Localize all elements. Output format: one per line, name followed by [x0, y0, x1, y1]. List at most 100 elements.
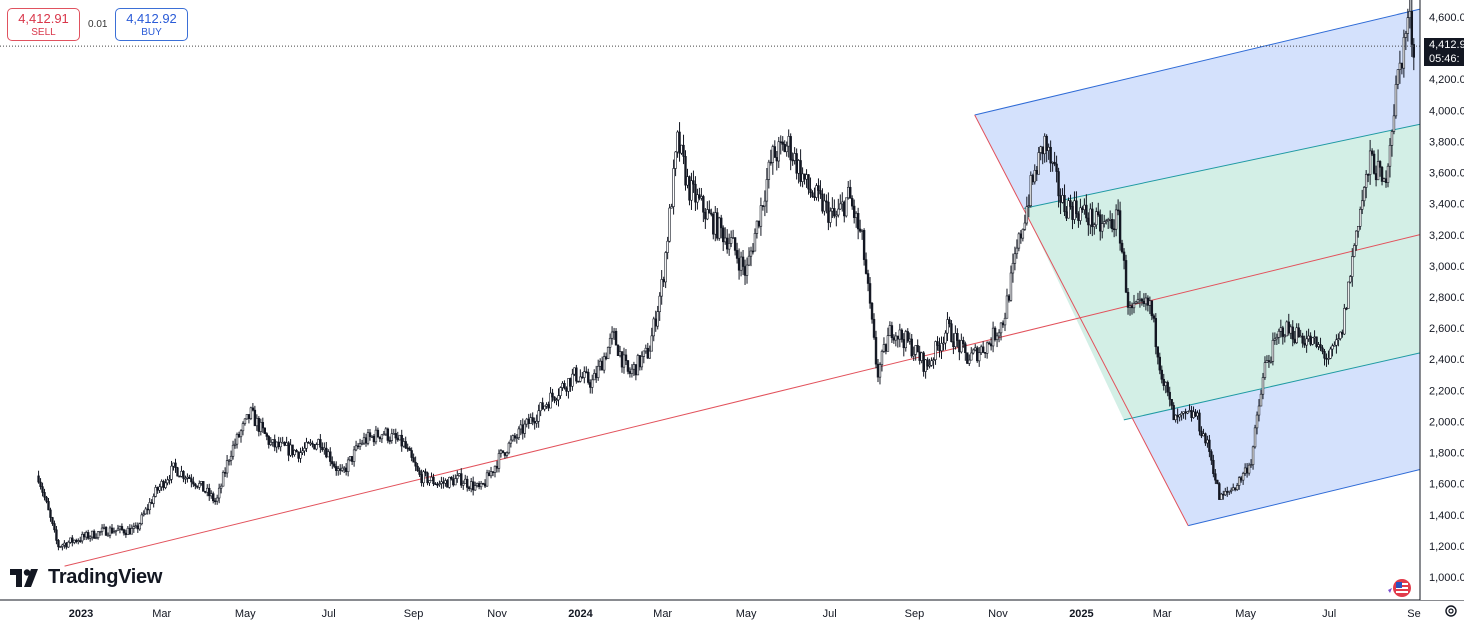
candle — [1224, 487, 1227, 496]
candle — [1228, 490, 1231, 496]
time-axis-label: Nov — [988, 608, 1008, 620]
gear-icon[interactable] — [1444, 604, 1458, 618]
trend-line[interactable] — [64, 234, 1420, 567]
candle — [779, 135, 782, 155]
candle — [698, 187, 701, 201]
candle — [803, 173, 806, 185]
candle — [136, 522, 139, 533]
buy-label: BUY — [141, 27, 162, 38]
time-axis[interactable]: 2023 Mar May Jul Sep Nov 2024 Mar May Jul Sep Nov 20… — [0, 599, 1464, 620]
candle — [765, 168, 769, 213]
candle — [436, 481, 439, 488]
candle — [646, 342, 649, 359]
candle — [817, 178, 820, 202]
tradingview-logo[interactable]: TradingView — [10, 566, 162, 589]
candle — [731, 229, 735, 239]
candle — [106, 532, 110, 537]
candle — [1406, 8, 1410, 42]
candle — [723, 227, 727, 245]
candle — [747, 247, 751, 267]
candle — [426, 471, 429, 486]
candle — [1093, 222, 1096, 235]
candle — [666, 236, 669, 260]
candle — [515, 434, 519, 444]
time-axis-label: May — [235, 608, 256, 620]
candle — [670, 203, 673, 209]
candle — [932, 357, 935, 369]
price-axis-label: 4,000.0 — [1429, 105, 1464, 117]
candle — [1005, 288, 1009, 319]
candle — [686, 168, 689, 189]
flag-icon[interactable] — [1384, 576, 1420, 600]
candle — [783, 140, 786, 153]
candle — [394, 428, 397, 444]
price-axis[interactable]: 4,600.0 4,200.0 4,000.0 3,800.0 3,600.0 3,400… — [1419, 0, 1464, 600]
candle — [769, 149, 773, 166]
candle — [706, 201, 709, 221]
candle — [573, 367, 576, 377]
candle — [376, 427, 380, 438]
candle — [1285, 320, 1288, 337]
candle — [116, 524, 120, 531]
candle — [1351, 248, 1354, 287]
candle — [501, 450, 505, 454]
candle — [1186, 411, 1189, 415]
candle — [152, 493, 155, 508]
candle — [886, 327, 890, 352]
candle — [204, 490, 207, 494]
candle — [964, 341, 967, 361]
pitchfork-drawing[interactable] — [974, 8, 1420, 527]
candle — [424, 468, 427, 477]
candle — [1230, 487, 1233, 494]
candle — [561, 381, 564, 391]
candle — [813, 187, 816, 201]
candle — [1345, 306, 1348, 311]
trend-line-segment — [64, 234, 1420, 567]
candle — [598, 358, 602, 371]
candle — [1057, 167, 1060, 208]
buy-button[interactable]: 4,412.92 BUY — [115, 8, 188, 41]
candle — [743, 259, 747, 285]
candle — [656, 305, 659, 330]
candle — [438, 480, 441, 487]
candle — [458, 473, 461, 477]
candle — [1021, 228, 1025, 242]
candle — [475, 482, 479, 488]
candle — [265, 432, 268, 441]
candle — [1372, 150, 1376, 175]
candle — [329, 447, 332, 467]
candle — [45, 495, 48, 504]
candle — [418, 467, 421, 477]
candle — [674, 151, 677, 177]
candle — [378, 436, 382, 442]
candle — [1402, 29, 1406, 78]
candle — [346, 457, 350, 477]
candle — [652, 316, 655, 342]
candle — [1319, 337, 1322, 352]
candle — [317, 438, 320, 445]
candle — [251, 402, 255, 412]
candle — [1259, 389, 1263, 407]
candle — [1241, 471, 1245, 485]
candle — [970, 347, 973, 361]
candle — [958, 339, 961, 361]
candle — [837, 198, 840, 218]
candle — [233, 438, 237, 449]
candle — [985, 341, 989, 359]
candle — [591, 374, 594, 394]
candle — [628, 367, 632, 378]
candle — [797, 159, 800, 184]
candle — [263, 427, 267, 434]
candle — [535, 414, 538, 428]
candle — [229, 450, 233, 466]
candle — [499, 448, 503, 458]
sell-button[interactable]: 4,412.91 SELL — [7, 8, 80, 41]
candle — [88, 535, 92, 542]
candle — [243, 418, 247, 426]
candle — [71, 535, 74, 547]
time-axis-label: Jul — [322, 608, 336, 620]
candle — [938, 337, 941, 358]
candle — [974, 344, 977, 352]
candle — [1269, 356, 1273, 364]
